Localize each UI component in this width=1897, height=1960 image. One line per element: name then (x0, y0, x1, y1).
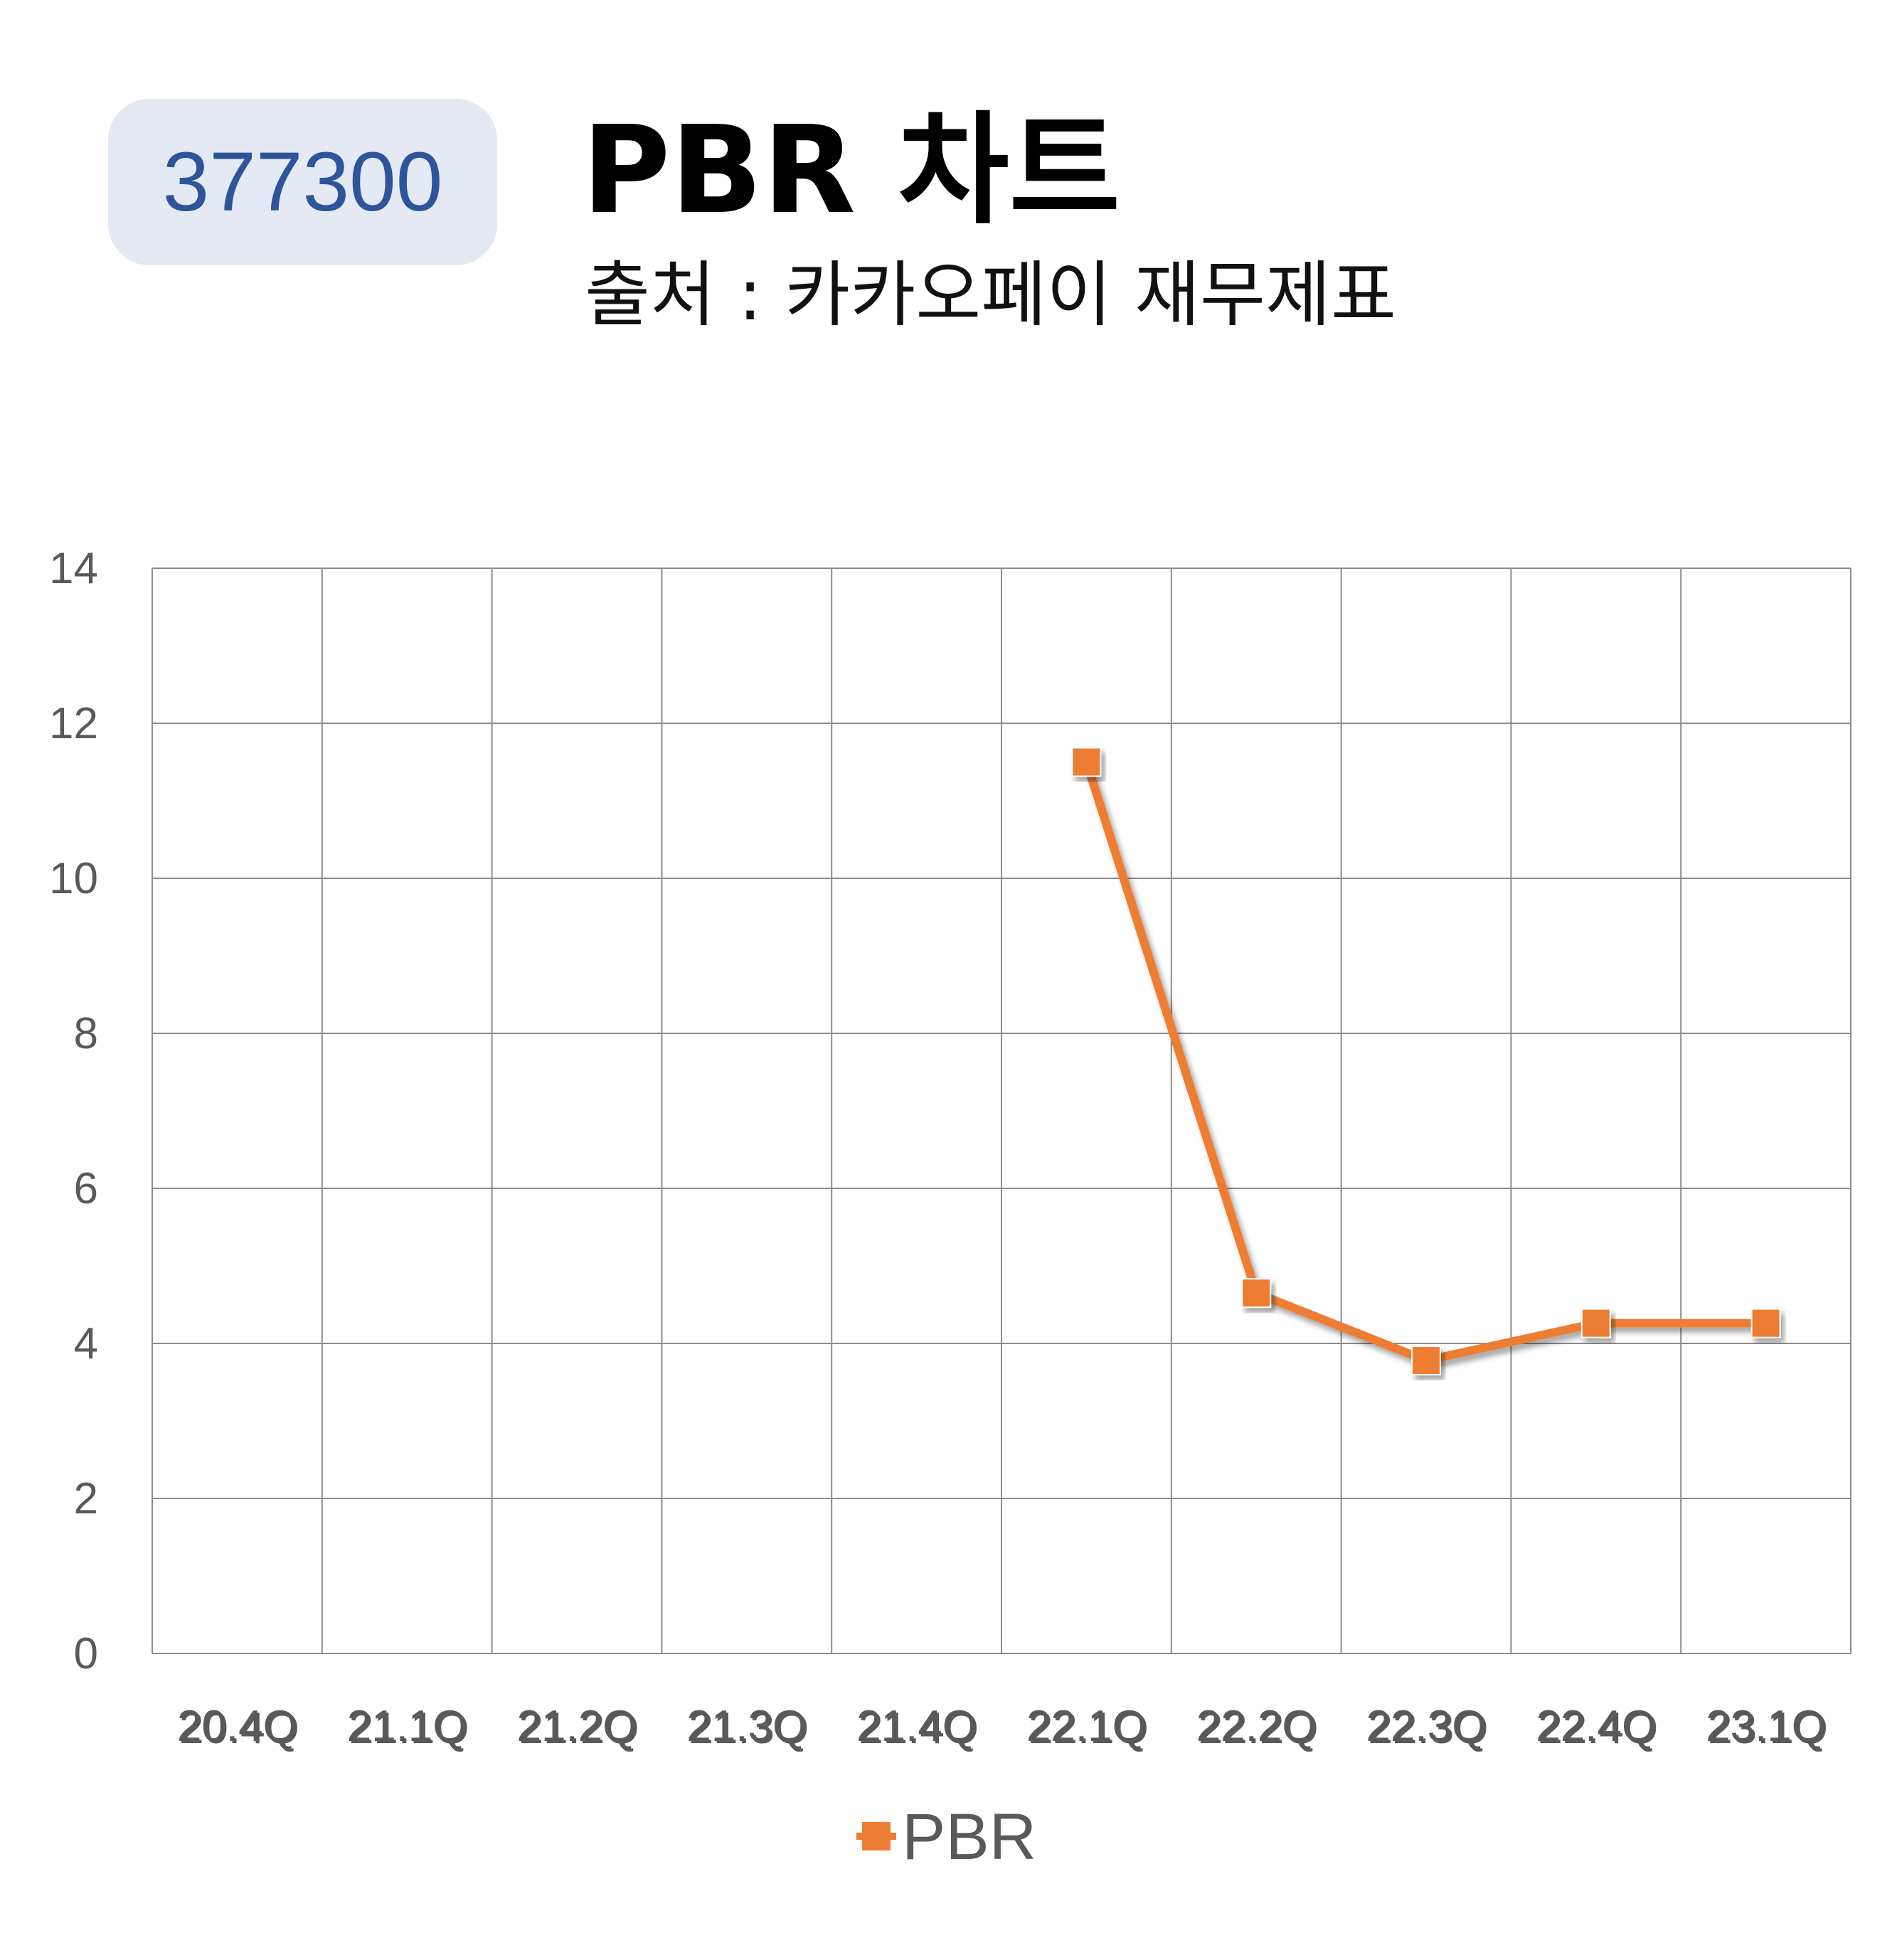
x-tick-label-shadow: 21.4Q (859, 1704, 979, 1753)
x-tick-label: 21.3Q (686, 1702, 807, 1751)
legend-label: PBR (902, 1801, 1036, 1873)
x-tick-label: 22.3Q (1366, 1702, 1487, 1751)
x-tick-label-shadow: 20.4Q (179, 1704, 299, 1753)
data-point-marker (1750, 1308, 1781, 1338)
y-tick-label: 0 (74, 1629, 98, 1678)
x-tick-label-shadow: 23.1Q (1708, 1704, 1828, 1753)
y-tick-label: 6 (74, 1164, 98, 1213)
legend-marker (862, 1822, 891, 1850)
y-tick-label: 4 (74, 1319, 98, 1368)
chart-title: PBR 차트 (582, 100, 1121, 241)
data-point-marker (1241, 1278, 1272, 1309)
stock-code: 377300 (162, 135, 443, 229)
x-tick-label: 21.4Q (856, 1702, 977, 1751)
x-tick-label: 21.2Q (517, 1702, 637, 1751)
y-tick-label: 8 (74, 1009, 98, 1058)
series-line (1082, 760, 1766, 1365)
y-tick-label: 12 (49, 699, 98, 748)
data-point-marker (1071, 747, 1102, 777)
chart-subtitle: 출처 : 카카오페이 재무제표 (585, 253, 1397, 336)
x-tick-label: 21.1Q (347, 1702, 467, 1751)
x-tick-label-shadow: 22.1Q (1029, 1704, 1149, 1753)
y-axis-ticks: 0 2 4 6 8 10 12 14 (49, 544, 98, 1678)
data-point-marker (1580, 1308, 1611, 1338)
x-tick-label: 20.4Q (177, 1702, 297, 1751)
x-tick-label-shadow: 21.1Q (349, 1704, 469, 1753)
x-tick-label: 22.1Q (1026, 1702, 1147, 1751)
series-pbr (1071, 747, 1781, 1375)
x-tick-label-shadow: 22.3Q (1369, 1704, 1489, 1753)
x-tick-label-shadow: 21.3Q (689, 1704, 809, 1753)
x-tick-label: 23.1Q (1706, 1702, 1826, 1751)
x-tick-label: 22.2Q (1196, 1702, 1317, 1751)
x-tick-label-shadow: 22.4Q (1538, 1704, 1658, 1753)
data-point-marker (1411, 1345, 1441, 1375)
x-tick-label-shadow: 22.2Q (1199, 1704, 1319, 1753)
y-tick-label: 10 (49, 854, 98, 903)
y-tick-label: 14 (49, 544, 98, 593)
x-tick-label: 22.4Q (1536, 1702, 1656, 1751)
x-tick-label-shadow: 21.2Q (519, 1704, 639, 1753)
grid (152, 568, 1851, 1654)
stock-code-badge: 377300 (108, 99, 497, 265)
legend: PBR (856, 1801, 1036, 1873)
y-tick-label: 2 (74, 1474, 98, 1523)
